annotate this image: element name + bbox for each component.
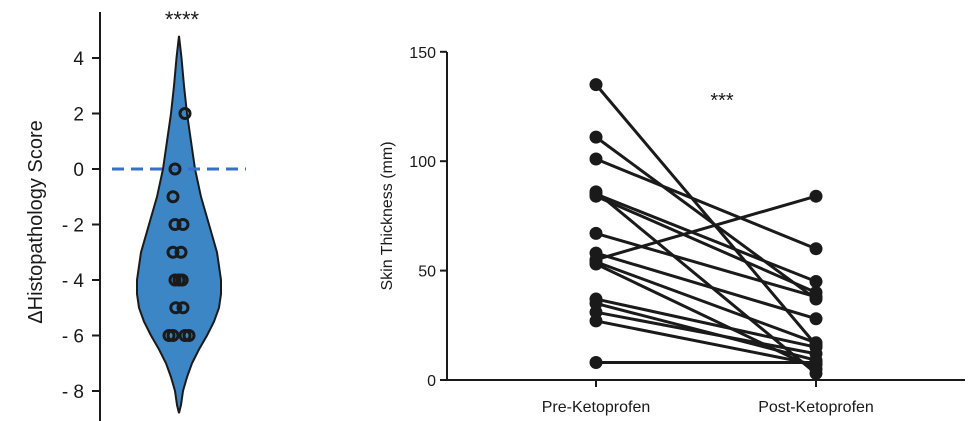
paired-y-axis-label: Skin Thickness (mm) bbox=[379, 141, 396, 290]
violin-points bbox=[162, 107, 196, 342]
pre-point bbox=[589, 130, 603, 144]
violin-y-ticks: 4 2 0 - 2 - 4 - 6 - 8 bbox=[62, 49, 100, 403]
paired-line bbox=[595, 194, 817, 294]
violin-panel: ΔHistopathology Score **** 4 2 0 - 2 - 4 - 6 -… bbox=[25, 7, 246, 421]
paired-line bbox=[595, 194, 817, 262]
x-tick-label-post: Post-Ketoprofen bbox=[758, 399, 874, 416]
pre-point bbox=[589, 257, 603, 271]
violin-significance-label: **** bbox=[165, 7, 200, 32]
paired-panel: Skin Thickness (mm) *** 0 50 100 150 Pre-Ke… bbox=[379, 45, 965, 416]
violin-point bbox=[166, 329, 180, 342]
violin-point bbox=[166, 190, 180, 204]
violin-y-axis-label: ΔHistopathology Score bbox=[25, 120, 47, 323]
paired-line bbox=[595, 190, 817, 375]
violin-y-tick-label: - 6 bbox=[62, 327, 84, 348]
paired-line bbox=[595, 260, 817, 345]
paired-lines bbox=[594, 83, 818, 375]
paired-line bbox=[595, 135, 817, 301]
post-point bbox=[809, 189, 823, 203]
post-point bbox=[809, 242, 823, 256]
paired-ticks: 0 50 100 150 bbox=[409, 45, 817, 390]
paired-line bbox=[595, 251, 817, 321]
paired-line bbox=[595, 231, 817, 299]
paired-y-tick-label: 50 bbox=[418, 264, 436, 281]
violin-point bbox=[176, 301, 190, 315]
violin-point bbox=[175, 273, 189, 287]
violin-point bbox=[169, 301, 183, 315]
violin-y-tick-label: 0 bbox=[73, 160, 84, 181]
paired-significance-label: *** bbox=[710, 90, 734, 112]
violin-point bbox=[174, 245, 188, 259]
pre-point bbox=[589, 78, 603, 92]
post-point bbox=[809, 290, 823, 304]
paired-line bbox=[595, 192, 817, 283]
paired-line bbox=[595, 297, 817, 349]
violin-point bbox=[166, 245, 180, 259]
violin-y-tick-label: - 2 bbox=[62, 216, 84, 237]
violin-y-tick-label: 4 bbox=[73, 49, 84, 70]
pre-point bbox=[589, 355, 603, 369]
x-tick-label-pre: Pre-Ketoprofen bbox=[542, 399, 651, 416]
pre-point bbox=[589, 189, 603, 203]
post-point bbox=[809, 275, 823, 289]
violin-y-tick-label: 2 bbox=[73, 105, 84, 126]
pre-point bbox=[589, 314, 603, 328]
post-point bbox=[809, 312, 823, 326]
paired-line bbox=[594, 83, 818, 346]
violin-y-tick-label: - 8 bbox=[62, 382, 84, 403]
paired-line bbox=[595, 157, 817, 251]
violin-point bbox=[178, 107, 192, 120]
paired-line bbox=[595, 319, 817, 367]
violin-point bbox=[168, 218, 182, 231]
paired-y-tick-label: 100 bbox=[409, 154, 436, 171]
post-point bbox=[809, 355, 823, 369]
paired-points bbox=[589, 78, 823, 380]
paired-line bbox=[595, 310, 817, 356]
violin-point bbox=[182, 329, 196, 342]
paired-y-tick-label: 0 bbox=[427, 373, 436, 390]
pre-point bbox=[589, 152, 603, 166]
violin-y-tick-label: - 4 bbox=[62, 271, 85, 292]
paired-y-tick-label: 150 bbox=[409, 45, 436, 62]
pre-point bbox=[589, 226, 603, 240]
violin-point bbox=[168, 162, 182, 176]
violin-point bbox=[176, 218, 190, 231]
